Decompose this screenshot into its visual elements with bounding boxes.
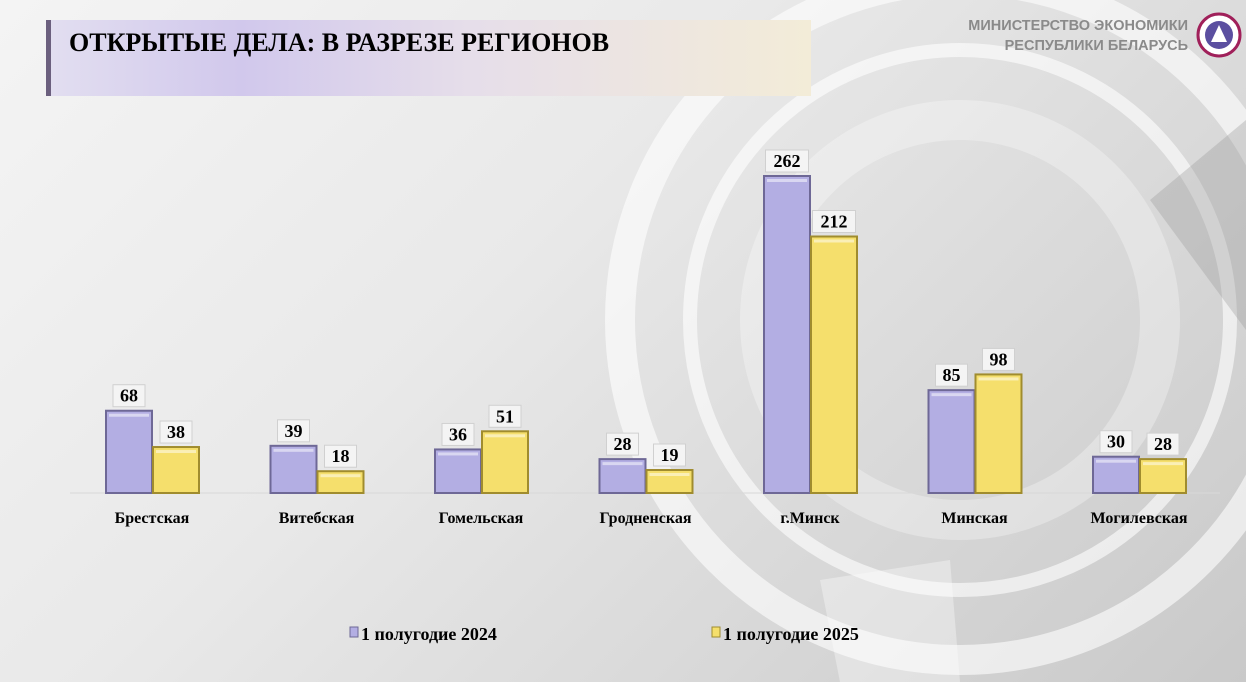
data-label: 18 [332, 446, 350, 466]
data-label: 28 [614, 434, 632, 454]
bar-highlight [814, 239, 854, 243]
data-label: 19 [661, 445, 679, 465]
bar-highlight [156, 450, 196, 454]
legend-swatch-2024 [349, 626, 359, 638]
data-label-box [982, 347, 1015, 371]
category-label: Гродненская [600, 510, 692, 527]
data-label: 39 [285, 421, 303, 441]
category-label: Могилевская [1090, 510, 1187, 527]
data-label-box [324, 444, 357, 468]
data-label-box [441, 422, 475, 446]
title-bar: ОТКРЫТЫЕ ДЕЛА: В РАЗРЕЗЕ РЕГИОНОВ [46, 20, 811, 96]
bar-highlight [273, 448, 314, 452]
data-label-box [277, 419, 310, 443]
data-label: 51 [496, 406, 514, 426]
ministry-name: МИНИСТЕРСТВО ЭКОНОМИКИ РЕСПУБЛИКИ БЕЛАРУ… [968, 16, 1188, 56]
bar-highlight [767, 179, 807, 182]
legend-label: 1 полугодие 2025 [723, 624, 859, 644]
bar-2025 [152, 446, 200, 494]
bar-highlight [649, 473, 690, 477]
data-label-box [488, 404, 522, 428]
bar-highlight [931, 393, 972, 397]
category-label: Брестская [115, 510, 190, 527]
data-label-box [112, 384, 146, 408]
data-label: 212 [821, 211, 848, 231]
bar-2025 [481, 430, 529, 494]
category-label: Витебская [279, 510, 355, 527]
data-label: 85 [943, 365, 961, 385]
data-label: 68 [120, 386, 138, 406]
page-title: ОТКРЫТЫЕ ДЕЛА: В РАЗРЕЗЕ РЕГИОНОВ [69, 28, 610, 57]
bar-highlight [438, 452, 478, 456]
legend-swatch-2025 [711, 626, 721, 638]
data-label-box [653, 443, 686, 467]
data-label-box [1099, 430, 1133, 454]
data-label-box [606, 432, 639, 456]
data-label-box [765, 149, 809, 173]
ministry-line2: РЕСПУБЛИКИ БЕЛАРУСЬ [1004, 38, 1188, 54]
bar-2024 [434, 448, 482, 494]
category-label: Гомельская [439, 510, 524, 527]
data-label-box [159, 420, 193, 444]
bar-highlight [1143, 462, 1183, 466]
ministry-line1: МИНИСТЕРСТВО ЭКОНОМИКИ [968, 18, 1188, 34]
data-label: 98 [990, 349, 1008, 369]
bar-2025 [974, 373, 1023, 495]
bar-highlight [978, 377, 1019, 381]
data-label-box [1146, 432, 1180, 456]
data-label-box [935, 363, 968, 387]
bar-highlight [320, 474, 361, 478]
data-label-box [812, 209, 856, 233]
data-label: 262 [774, 151, 801, 171]
bar-2024 [927, 389, 976, 495]
data-label: 28 [1154, 434, 1172, 454]
bar-highlight [109, 413, 149, 417]
bar-2024 [105, 409, 153, 494]
bar-2024 [763, 175, 811, 494]
data-label: 30 [1107, 432, 1125, 452]
category-label: г.Минск [780, 510, 840, 527]
bar-highlight [485, 434, 525, 438]
bar-2025 [810, 235, 858, 494]
category-label: Минская [941, 510, 1008, 527]
legend-label: 1 полугодие 2024 [361, 624, 497, 644]
ministry-emblem-icon [1196, 12, 1242, 58]
data-label: 38 [167, 422, 185, 442]
data-label: 36 [449, 424, 467, 444]
bar-2024 [269, 444, 318, 495]
bar-highlight [602, 462, 643, 466]
bar-highlight [1096, 459, 1136, 463]
